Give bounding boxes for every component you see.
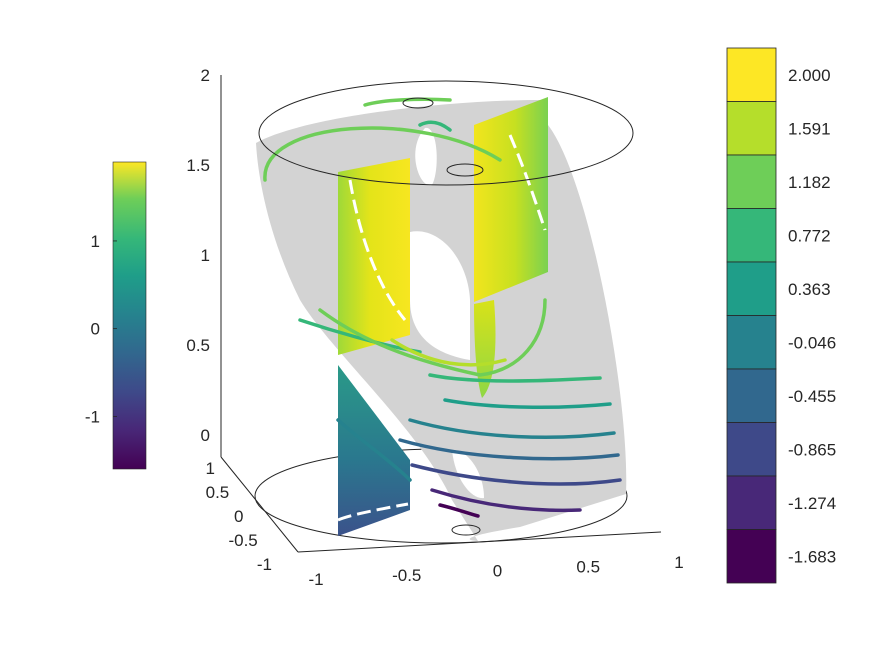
right-colorbar-level-block <box>726 315 777 370</box>
x-tick-label: 0.5 <box>576 557 600 576</box>
y-tick-label: 0.5 <box>206 483 230 502</box>
right-colorbar-level-label: -0.455 <box>788 387 836 406</box>
x-axis-ticks: -1 -0.5 0 0.5 1 <box>308 553 683 589</box>
x-tick-label: -1 <box>308 570 323 589</box>
bottom-cap-inner-ring <box>451 524 481 536</box>
surface-hole-upper <box>415 127 437 186</box>
top-cap-circle <box>258 80 634 186</box>
slice-upper-right <box>474 97 548 302</box>
top-cap-inner-ring-a <box>402 97 434 109</box>
contour-level-363-a <box>443 398 612 410</box>
z-tick-label: 1 <box>201 246 210 265</box>
right-colorbar-level-block <box>726 101 777 156</box>
contour-level-n865 <box>430 488 582 513</box>
contour-level-n455 <box>410 463 622 486</box>
right-colorbar-level-label: 2.000 <box>788 66 831 85</box>
x-tick-label: -0.5 <box>392 566 421 585</box>
right-colorbar-level-block <box>726 368 777 423</box>
left-colorbar-tick-label: -1 <box>85 407 100 426</box>
x-tick-label: 1 <box>674 553 683 572</box>
highlight-upper-left <box>348 179 407 321</box>
z-tick-label: 0 <box>201 426 210 445</box>
y-axis-ticks: -1-0.5 00.5 1 <box>206 459 272 574</box>
contour-level-1591-ring <box>390 338 507 367</box>
y-tick-label: -0.5 <box>228 531 257 550</box>
right-colorbar-level-label: -0.046 <box>788 333 836 352</box>
y-tick-label: 1 <box>206 459 215 478</box>
z-tick-label: 2 <box>201 66 210 85</box>
right-colorbar-level-label: -1.274 <box>788 494 836 513</box>
surface-hole-center <box>410 231 470 360</box>
right-colorbar-level-block <box>726 261 777 316</box>
3d-scene <box>220 75 662 553</box>
right-colorbar-level-label: 1.591 <box>788 119 831 138</box>
z-tick-label: 1.5 <box>186 156 210 175</box>
contour-top-small-b <box>418 120 452 132</box>
contour-slice-lower <box>336 418 412 482</box>
top-cap-inner-ring-b <box>446 163 484 177</box>
contour-level-363-b <box>408 418 616 439</box>
left-colorbar-tick-label: 0 <box>91 320 100 339</box>
contour-level-1182-ring <box>318 298 547 377</box>
right-colorbar-level-block <box>726 47 777 102</box>
contour-top-small-a <box>363 97 452 107</box>
left-colorbar-tick-label: 1 <box>91 232 100 251</box>
y-tick-label: -1 <box>257 555 272 574</box>
contour-level-n046 <box>398 438 620 461</box>
right-colorbar-level-label: 1.182 <box>788 173 831 192</box>
right-colorbar-level-label: -1.683 <box>788 547 836 566</box>
highlight-upper-right <box>508 134 547 231</box>
contour-lines <box>263 97 622 518</box>
right-colorbar-level-block <box>726 529 777 584</box>
x-tick-label: 0 <box>493 562 502 581</box>
right-colorbar-level-label: 0.772 <box>788 226 831 245</box>
right-colorbar-level-block <box>726 208 777 263</box>
z-tick-label: 0.5 <box>186 336 210 355</box>
left-colorbar-gradient <box>112 161 147 470</box>
y-axis-line <box>220 456 299 553</box>
y-tick-label: 0 <box>234 507 243 526</box>
slice-highlights <box>337 134 547 522</box>
right-colorbar-level-block <box>726 475 777 530</box>
contour-level-1182-outer <box>263 126 502 182</box>
z-axis-ticks: 0 0.5 1 1.5 2 <box>186 66 210 445</box>
left-colorbar: 1 0 -1 <box>85 161 147 470</box>
right-colorbar: 2.000 1.591 1.182 0.772 0.363 -0.046 -0.455 -0.… <box>726 47 836 584</box>
right-colorbar-level-block <box>726 422 777 477</box>
right-colorbar-level-block <box>726 154 777 209</box>
surface-hole-lower <box>452 449 484 499</box>
contour-level-772-a <box>428 373 602 383</box>
contour-level-n1274 <box>438 503 480 518</box>
right-colorbar-level-label: -0.865 <box>788 440 836 459</box>
right-colorbar-level-label: 0.363 <box>788 280 831 299</box>
highlight-lower-left <box>337 502 409 522</box>
slice-upper-left <box>338 158 410 355</box>
